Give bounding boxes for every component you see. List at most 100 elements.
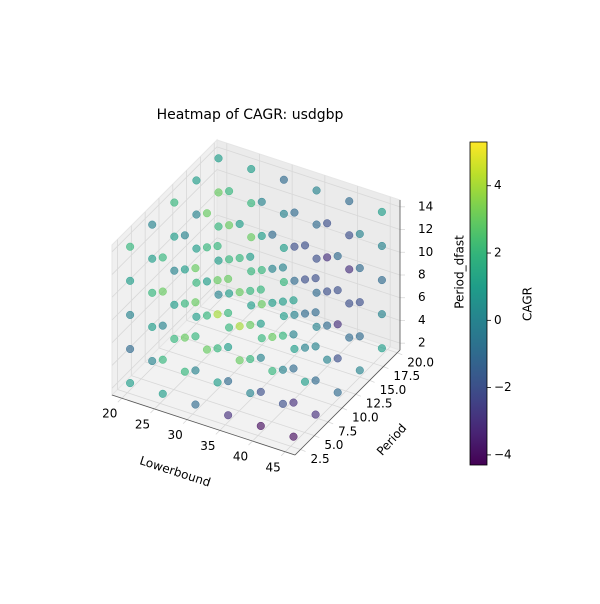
x-tick-label: 30 [168,428,183,442]
grid-line [284,346,391,453]
chart-title: Heatmap of CAGR: usdgbp [157,107,344,123]
tick-mark [215,430,221,435]
axis-line [111,394,296,456]
point [355,332,364,341]
point [213,310,222,319]
point [312,322,321,331]
point [180,367,189,376]
point [256,285,265,294]
point [158,321,167,330]
grid-line [214,292,398,354]
point [214,290,223,299]
point [345,299,354,308]
colorbar-tick-label: −2 [494,380,512,394]
y-tick-label: 17.5 [393,369,420,383]
point [126,379,135,388]
grid-line [186,320,370,381]
point [235,356,244,365]
grid-line [121,292,228,399]
axis-line [294,349,401,456]
point [268,298,277,307]
z-tick-label: 14 [418,199,433,213]
point [158,287,167,296]
z-tick-label: 6 [418,290,426,304]
point [323,355,332,364]
point [289,330,298,339]
point [148,254,157,263]
point [170,232,179,241]
point [225,221,234,230]
point [202,243,212,252]
point [235,219,244,229]
point [202,277,212,286]
point [180,333,189,342]
point [192,176,201,185]
point [170,334,179,343]
point [289,296,298,305]
point [202,345,212,354]
point [225,255,234,264]
point [202,209,212,218]
point [289,398,298,407]
point [345,231,354,240]
point [180,265,189,274]
point [345,333,354,342]
colorbar-tick-label: 4 [494,178,502,192]
point [256,387,265,396]
x-tick-label: 35 [200,439,215,453]
point [170,198,179,207]
point [148,220,157,229]
point [300,343,310,352]
point [345,197,354,206]
z-tick-label: 4 [418,313,426,327]
point [257,197,266,206]
tick-mark [397,352,403,356]
point [213,378,222,387]
grid-line [216,146,401,208]
point [311,342,320,351]
point [235,288,244,297]
point [279,209,288,218]
point [355,264,364,273]
point [180,299,189,308]
point [279,175,288,184]
z-tick-label: 8 [418,268,426,282]
point [311,274,320,283]
point [225,323,234,332]
point [192,278,201,287]
x-tick-label: 45 [266,460,281,474]
point [333,320,342,329]
point [192,244,201,253]
point [278,399,287,408]
point [355,229,364,239]
colorbar-label: CAGR [521,287,535,321]
point [214,256,223,265]
grid-line [111,214,218,321]
point [213,344,222,353]
grid-line [111,169,218,275]
point [290,310,299,319]
point [148,288,157,297]
point [213,276,222,285]
point [214,188,223,197]
y-tick-label: 7.5 [338,424,357,438]
point [191,400,200,409]
point [257,334,266,343]
point [246,320,255,330]
point [300,275,310,284]
point [126,242,135,251]
tick-mark [355,393,361,397]
point [311,376,320,385]
point [224,274,233,283]
point [192,312,201,321]
colorbar [469,141,488,466]
point [312,254,321,263]
point [224,308,233,318]
point [377,207,386,216]
point [246,252,255,261]
y-tick-label: 12.5 [366,397,393,411]
point [247,267,256,276]
point [300,241,310,250]
x-tick-label: 25 [135,417,150,431]
point [278,365,287,374]
